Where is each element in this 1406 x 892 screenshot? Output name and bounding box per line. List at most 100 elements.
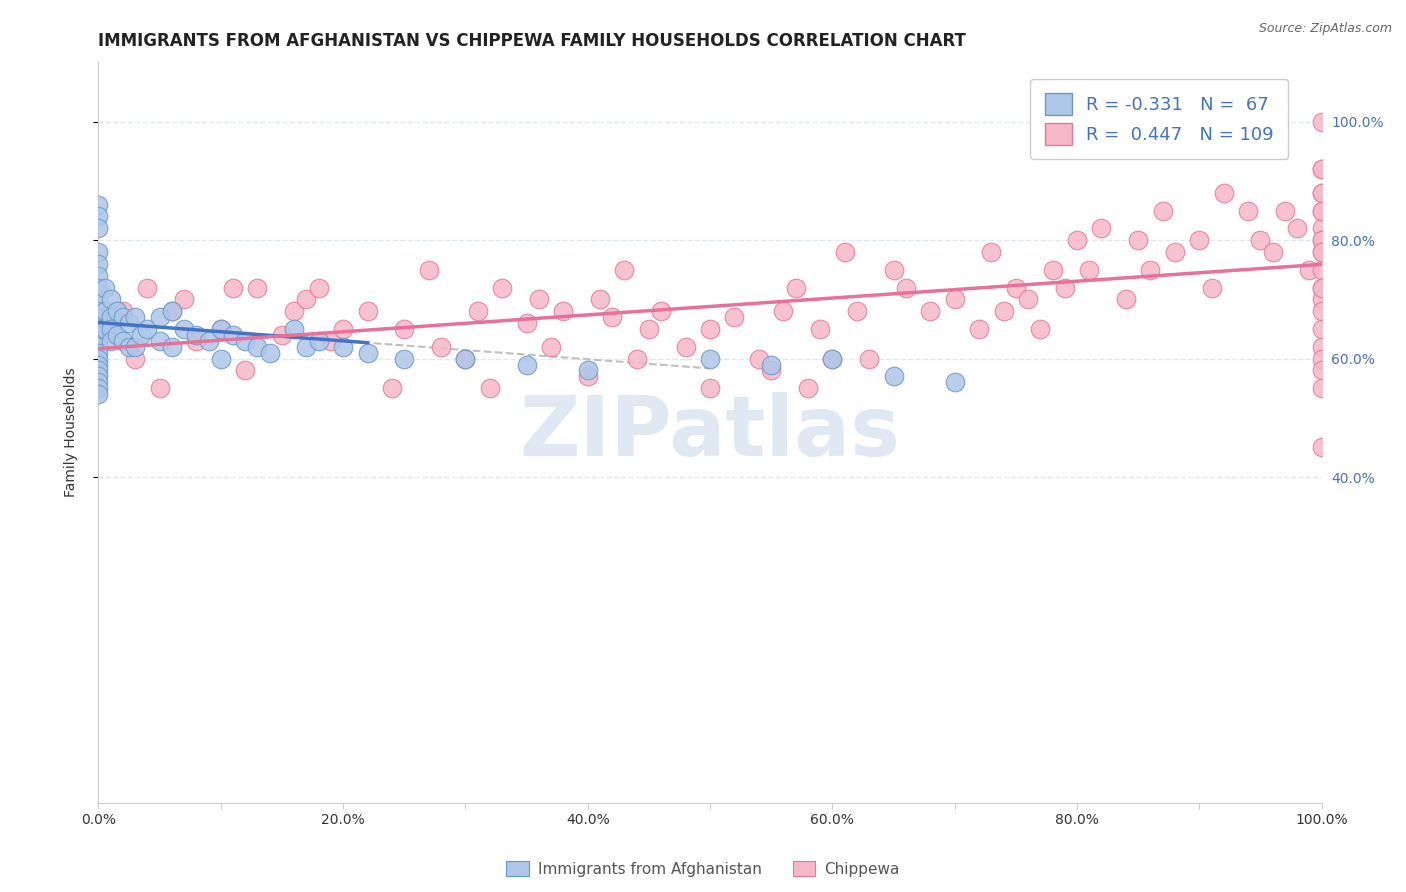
Point (87, 340, 110, 354)
Point (967, 322, 990, 336)
Point (222, 327, 245, 342)
Point (381, 381, 404, 395)
Point (1310, 162, 1333, 177)
Point (1249, 233, 1271, 247)
Point (845, 304, 868, 318)
Point (1066, 233, 1088, 247)
Point (920, 304, 942, 318)
Point (87, 280, 110, 294)
Point (233, 363, 256, 377)
Point (894, 280, 917, 294)
Point (283, 322, 305, 336)
Text: Source: ZipAtlas.com: Source: ZipAtlas.com (1258, 22, 1392, 36)
Point (1310, 322, 1333, 336)
Point (613, 262, 636, 277)
Point (87, 387, 110, 401)
Point (93, 322, 115, 336)
Point (259, 345, 281, 359)
Point (1128, 233, 1150, 247)
Point (111, 310, 134, 325)
Point (699, 381, 721, 395)
Point (332, 340, 354, 354)
Point (430, 340, 453, 354)
Text: IMMIGRANTS FROM AFGHANISTAN VS CHIPPEWA FAMILY HOUSEHOLDS CORRELATION CHART: IMMIGRANTS FROM AFGHANISTAN VS CHIPPEWA … (98, 32, 966, 50)
Point (111, 334, 134, 348)
Point (356, 345, 378, 359)
Point (1310, 293, 1333, 307)
Point (186, 327, 208, 342)
Point (454, 351, 477, 366)
Legend: Immigrants from Afghanistan, Chippewa: Immigrants from Afghanistan, Chippewa (498, 853, 908, 884)
Point (993, 304, 1015, 318)
Point (540, 340, 562, 354)
Point (515, 316, 537, 330)
Point (87, 327, 110, 342)
Point (1310, 381, 1333, 395)
Point (283, 304, 305, 318)
Point (1164, 244, 1187, 259)
Point (87, 376, 110, 390)
Point (576, 363, 599, 377)
Point (93, 280, 115, 294)
Point (186, 334, 208, 348)
Point (1298, 262, 1320, 277)
Point (1261, 244, 1284, 259)
Point (1237, 203, 1260, 218)
Point (478, 381, 501, 395)
Point (105, 327, 128, 342)
Point (87, 310, 110, 325)
Point (1310, 244, 1333, 259)
Point (295, 293, 318, 307)
Point (124, 310, 146, 325)
Point (821, 351, 844, 366)
Point (295, 340, 318, 354)
Point (246, 340, 269, 354)
Point (124, 340, 146, 354)
Point (100, 293, 122, 307)
Point (1310, 114, 1333, 128)
Point (87, 345, 110, 359)
Point (308, 334, 330, 348)
Point (1310, 162, 1333, 177)
Point (87, 340, 110, 354)
Point (87, 210, 110, 224)
Point (1017, 293, 1039, 307)
Point (1274, 203, 1296, 218)
Point (1310, 203, 1333, 218)
Point (160, 340, 183, 354)
Point (1212, 186, 1234, 200)
Point (1004, 280, 1026, 294)
Point (980, 244, 1002, 259)
Point (637, 322, 661, 336)
Point (87, 322, 110, 336)
Text: ZIPatlas: ZIPatlas (520, 392, 900, 473)
Point (87, 316, 110, 330)
Point (87, 293, 110, 307)
Point (118, 316, 141, 330)
Point (883, 262, 905, 277)
Point (100, 334, 122, 348)
Point (1115, 293, 1137, 307)
Point (136, 322, 159, 336)
Point (1188, 233, 1211, 247)
Point (1310, 244, 1333, 259)
Point (858, 351, 880, 366)
Point (222, 280, 245, 294)
Point (197, 334, 219, 348)
Point (1310, 186, 1333, 200)
Point (209, 322, 232, 336)
Point (87, 197, 110, 211)
Point (1029, 322, 1052, 336)
Point (600, 310, 623, 325)
Point (149, 310, 172, 325)
Point (1310, 221, 1333, 235)
Point (87, 369, 110, 384)
Point (87, 304, 110, 318)
Point (124, 351, 146, 366)
Point (454, 351, 477, 366)
Y-axis label: Family Households: Family Households (63, 368, 77, 498)
Point (87, 334, 110, 348)
Point (1310, 280, 1333, 294)
Point (1139, 262, 1161, 277)
Point (173, 322, 195, 336)
